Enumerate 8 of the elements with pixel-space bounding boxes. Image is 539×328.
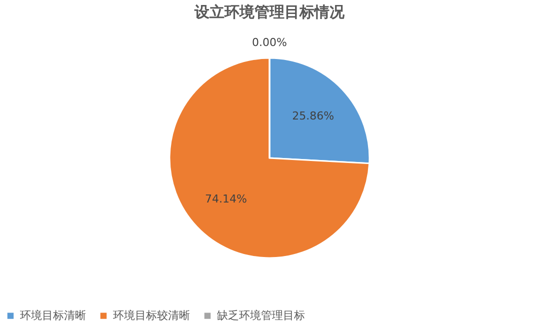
text: 0.00% [252,36,287,49]
legend-label: 环境目标较清晰 [113,308,190,322]
data-label: 74.14% [204,192,247,206]
pie-slice [168,57,370,259]
chart-title: 设立环境管理目标情况 [194,3,346,21]
data-label: 25.86% [292,110,334,123]
legend-label: 缺乏环境管理目标 [217,308,305,322]
legend-label: 环境目标清晰 [20,308,86,322]
